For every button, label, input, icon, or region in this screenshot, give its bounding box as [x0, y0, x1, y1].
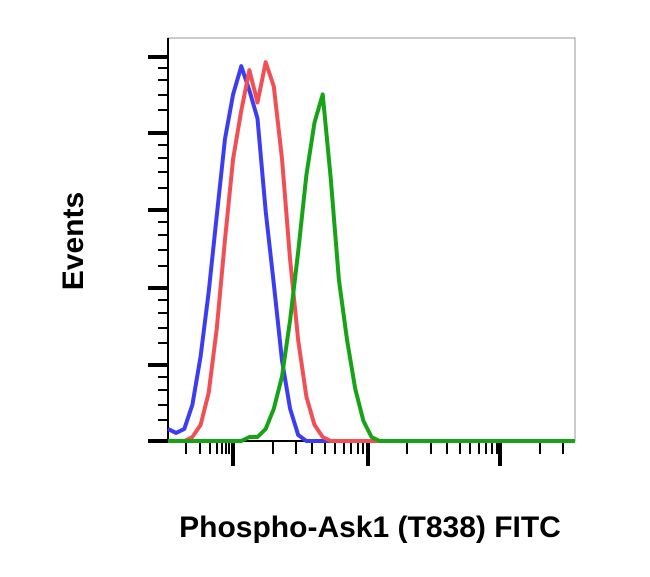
histogram-line	[167, 64, 575, 443]
histogram-line	[168, 92, 575, 443]
plot-frame	[167, 37, 576, 442]
x-axis-title: Phospho-Ask1 (T838) FITC	[179, 511, 561, 544]
y-axis-ticks	[148, 38, 169, 443]
y-axis-title: Events	[57, 192, 90, 290]
x-axis-ticks	[168, 440, 575, 466]
